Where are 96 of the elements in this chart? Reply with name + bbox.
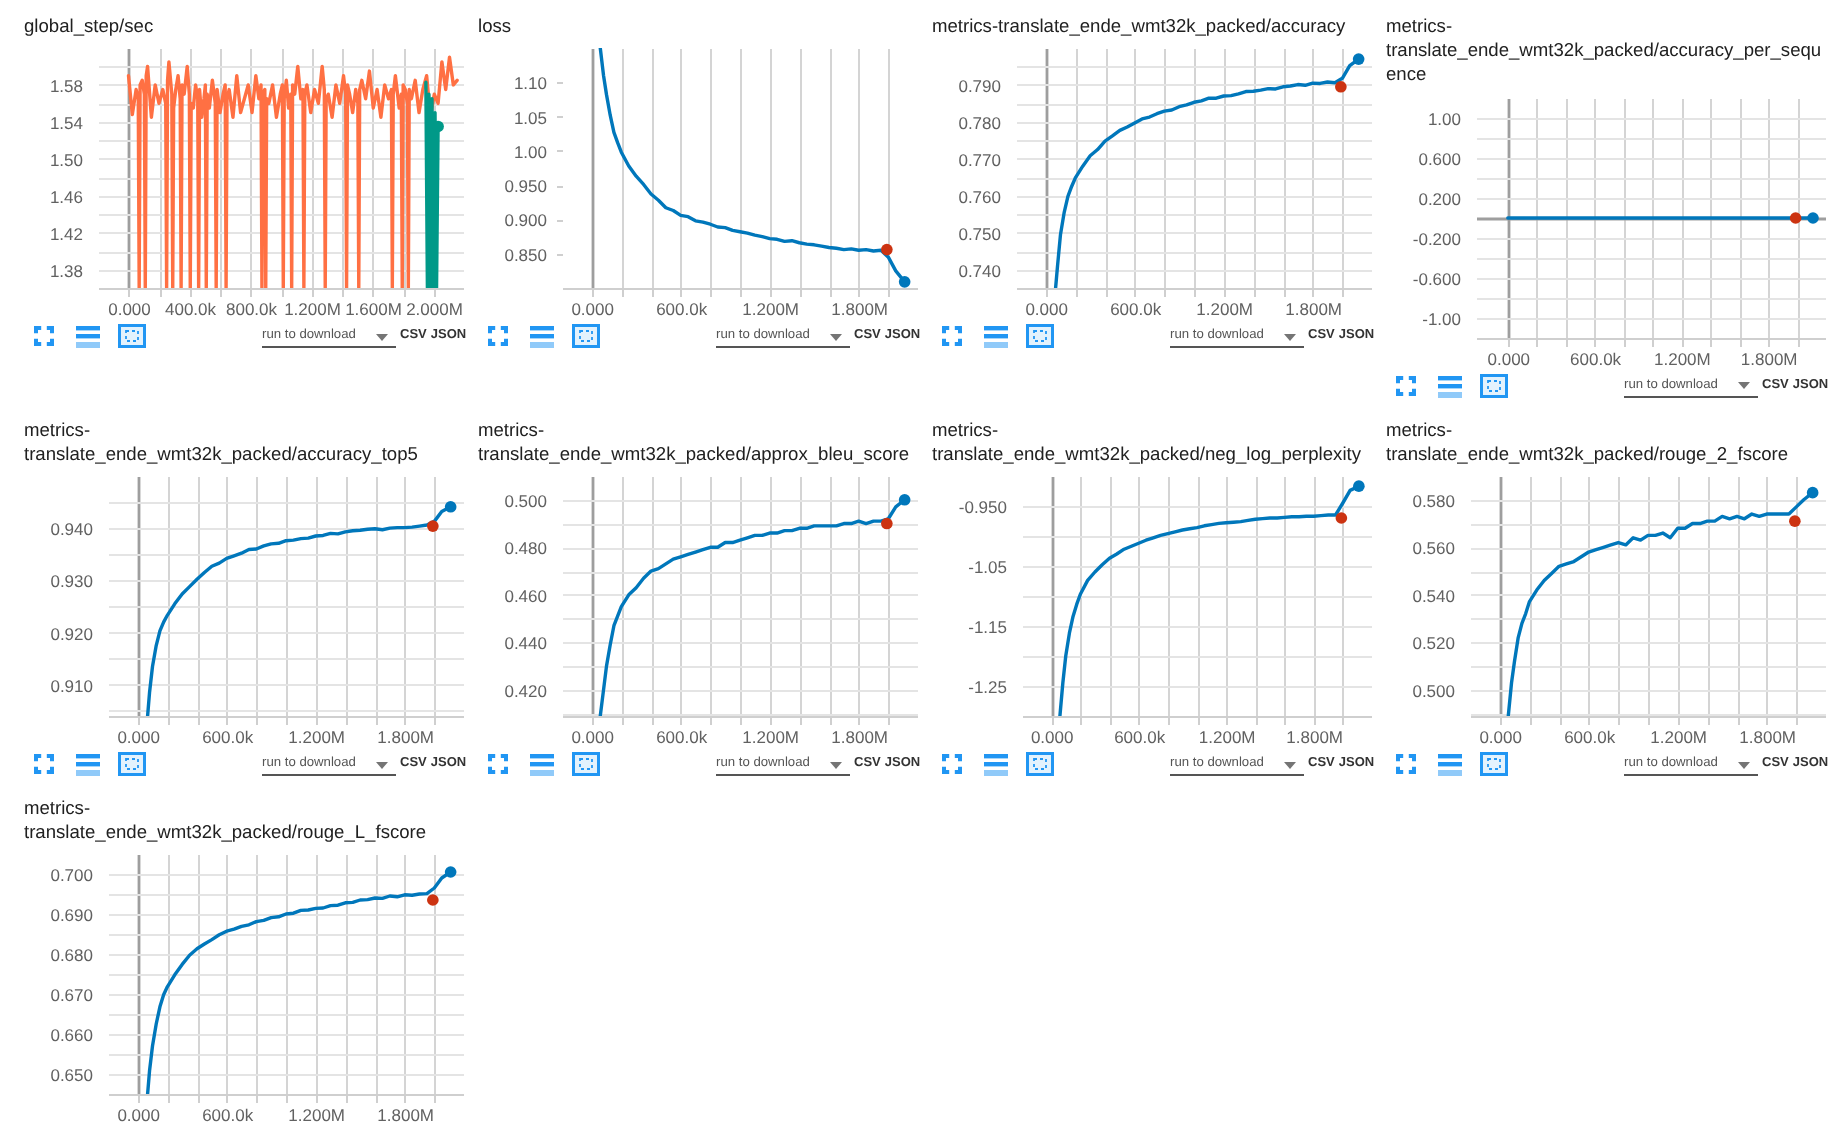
x-tick-label: 600.0k <box>656 727 709 748</box>
y-tick-label: 0.850 <box>504 245 548 266</box>
y-tick-label: 0.950 <box>504 176 548 197</box>
chart-title: metrics-translate_ende_wmt32k_packed/accuracy_per_sequence <box>1386 14 1822 88</box>
x-tick-label: 1.200M <box>1198 727 1256 748</box>
chart-title: metrics-translate_ende_wmt32k_packed/neg_log_perplexity <box>932 417 1363 467</box>
chart-title: metrics-translate_ende_wmt32k_packed/rouge_2_fscore <box>1386 417 1791 467</box>
y-tick-label: 1.05 <box>513 107 548 128</box>
x-tick-label: 1.800M <box>1286 727 1344 748</box>
x-tick-label: 1.200M <box>288 727 346 748</box>
y-tick-label: 0.760 <box>958 187 1002 208</box>
x-tick-label: 800.0k <box>225 299 279 320</box>
y-tick-label: 0.940 <box>50 519 94 540</box>
y-tick-label: 0.460 <box>504 585 548 606</box>
x-tick-label: 400.0k <box>164 299 218 320</box>
y-tick-label: 0.560 <box>1412 538 1456 559</box>
y-tick-label: 0.700 <box>50 865 94 886</box>
chart-title: metrics-translate_ende_wmt32k_packed/approx_bleu_score <box>478 417 912 467</box>
line-series <box>126 55 459 289</box>
chart-title: loss <box>478 14 514 39</box>
x-tick-label: 1.200M <box>1650 727 1708 748</box>
y-tick-label: 0.930 <box>50 571 94 592</box>
x-tick-label: 1.800M <box>377 1105 435 1126</box>
y-tick-label: 0.440 <box>504 633 548 654</box>
y-tick-label: 1.10 <box>513 73 548 94</box>
y-tick-label: -1.25 <box>968 677 1008 698</box>
chart-title: metrics-translate_ende_wmt32k_packed/rouge_L_fscore <box>24 796 429 845</box>
y-tick-label: 0.750 <box>958 224 1002 245</box>
y-tick-label: 0.500 <box>504 490 548 511</box>
x-tick-label: 1.200M <box>1654 348 1711 369</box>
y-tick-label: 0.600 <box>1418 148 1462 169</box>
x-tick-label: 0.000 <box>1487 348 1531 369</box>
y-tick-label: 0.480 <box>504 538 548 559</box>
y-tick-label: -1.05 <box>968 557 1008 578</box>
y-tick-label: 0.420 <box>504 680 548 701</box>
chart-title: global_step/sec <box>24 14 156 39</box>
y-tick-label: 0.650 <box>50 1065 94 1086</box>
y-tick-label: 1.00 <box>513 142 548 163</box>
x-tick-label: 600.0k <box>202 727 255 748</box>
y-tick-label: 1.54 <box>49 113 84 134</box>
y-tick-label: 0.780 <box>958 113 1002 134</box>
x-tick-label: 600.0k <box>1110 299 1163 320</box>
y-tick-label: 1.50 <box>49 150 84 171</box>
y-tick-label: 0.900 <box>504 210 548 231</box>
chart-title: metrics-translate_ende_wmt32k_packed/accuracy_top5 <box>24 417 420 467</box>
x-tick-label: 0.000 <box>1479 727 1523 748</box>
x-tick-label: 1.200M <box>1196 299 1254 320</box>
y-tick-label: -0.200 <box>1412 228 1462 249</box>
y-tick-label: 0.920 <box>50 623 94 644</box>
x-tick-label: 600.0k <box>656 299 709 320</box>
y-tick-label: 1.42 <box>49 224 84 245</box>
x-tick-label: 1.600M <box>345 299 402 320</box>
x-tick-label: 0.000 <box>1025 299 1069 320</box>
x-tick-label: 0.000 <box>108 299 152 320</box>
x-tick-label: 1.800M <box>1285 299 1343 320</box>
y-tick-label: -1.00 <box>1422 308 1462 329</box>
x-tick-label: 1.200M <box>288 1105 346 1126</box>
x-tick-label: 0.000 <box>117 727 161 748</box>
chart-title: metrics-translate_ende_wmt32k_packed/accuracy <box>932 14 1348 39</box>
y-tick-label: 1.38 <box>49 260 84 281</box>
y-tick-label: 0.680 <box>50 945 94 966</box>
x-tick-label: 0.000 <box>1030 727 1074 748</box>
y-tick-label: -1.15 <box>968 617 1008 638</box>
y-tick-label: -0.600 <box>1412 268 1462 289</box>
y-tick-label: 0.580 <box>1412 490 1456 511</box>
x-tick-label: 600.0k <box>1114 727 1167 748</box>
x-tick-label: 1.800M <box>1739 727 1797 748</box>
y-tick-label: 0.910 <box>50 675 94 696</box>
x-tick-label: 1.800M <box>377 727 435 748</box>
x-tick-label: 1.800M <box>831 299 889 320</box>
x-tick-label: 1.200M <box>284 299 341 320</box>
y-tick-label: 0.660 <box>50 1025 94 1046</box>
y-tick-label: 0.690 <box>50 905 94 926</box>
x-tick-label: 600.0k <box>202 1105 255 1126</box>
y-tick-label: 0.200 <box>1418 188 1462 209</box>
x-tick-label: 600.0k <box>1564 727 1617 748</box>
x-tick-label: 600.0k <box>1570 348 1623 369</box>
y-tick-label: 0.790 <box>958 76 1002 97</box>
y-tick-label: 1.46 <box>49 187 84 208</box>
y-tick-label: 0.670 <box>50 985 94 1006</box>
x-tick-label: 1.200M <box>742 299 800 320</box>
x-tick-label: 0.000 <box>571 727 615 748</box>
y-tick-label: 0.520 <box>1412 633 1456 654</box>
x-tick-label: 0.000 <box>117 1105 161 1126</box>
x-tick-label: 2.000M <box>406 299 463 320</box>
x-tick-label: 0.000 <box>571 299 615 320</box>
y-tick-label: 0.500 <box>1412 680 1456 701</box>
y-tick-label: 0.740 <box>958 260 1002 281</box>
x-tick-label: 1.200M <box>742 727 800 748</box>
y-tick-label: 1.58 <box>49 76 84 97</box>
y-tick-label: 0.770 <box>958 150 1002 171</box>
y-tick-label: 0.540 <box>1412 585 1456 606</box>
x-tick-label: 1.800M <box>831 727 889 748</box>
y-tick-label: -0.950 <box>958 497 1008 518</box>
x-tick-label: 1.800M <box>1740 348 1798 369</box>
y-tick-label: 1.00 <box>1427 108 1462 129</box>
